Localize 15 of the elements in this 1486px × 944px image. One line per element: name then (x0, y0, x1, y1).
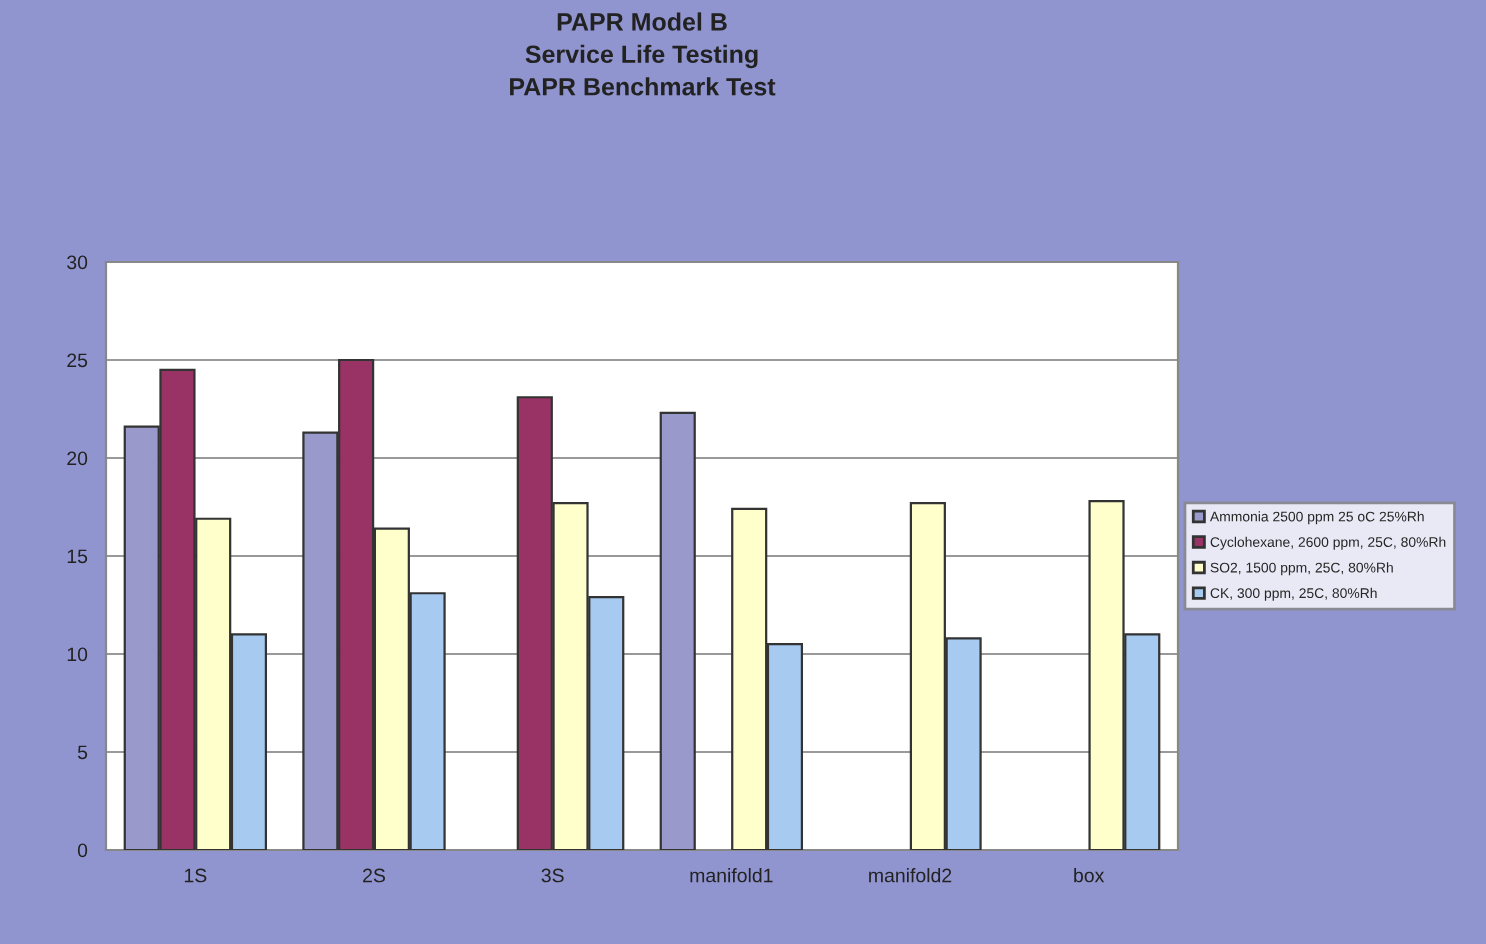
bar (659, 411, 696, 850)
y-tick-label: 5 (77, 745, 88, 760)
y-tick-label: 25 (67, 353, 88, 368)
y-tick-label: 15 (67, 549, 88, 564)
y-tick-label: 20 (67, 451, 88, 466)
chart-title: PAPR Model B Service Life Testing PAPR Benchmark Test (510, 12, 776, 96)
x-tick-label: 1S (184, 868, 207, 883)
x-tick-label: box (1074, 868, 1105, 883)
x-tick-label: 2S (363, 868, 385, 883)
x-tick-label: 3S (541, 868, 564, 883)
y-tick-label: 10 (67, 647, 88, 662)
x-tick-label: manifold1 (690, 868, 773, 883)
y-tick-label: 0 (77, 843, 88, 858)
x-tick-label: manifold2 (869, 868, 952, 883)
y-tick-label: 30 (67, 255, 88, 270)
